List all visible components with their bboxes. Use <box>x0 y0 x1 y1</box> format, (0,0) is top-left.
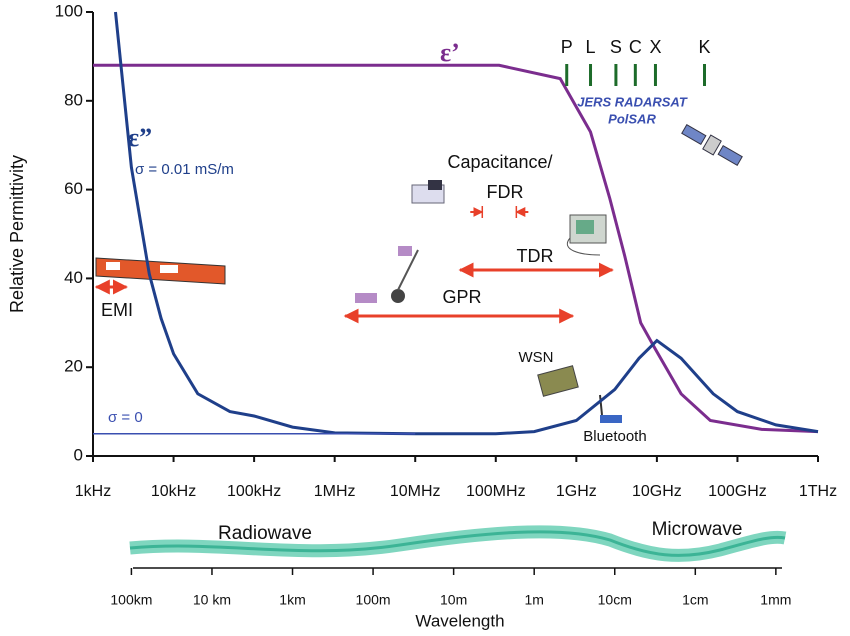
y-tick-label: 0 <box>74 445 83 464</box>
bluetooth-icon <box>599 394 622 423</box>
wavelength-tick-label: 10m <box>440 592 467 608</box>
capacitance-label: Capacitance/ <box>447 152 552 172</box>
band-label: L <box>586 37 596 57</box>
band-label: P <box>561 37 573 57</box>
wsn-icon <box>537 365 579 397</box>
satellite-icon <box>681 123 743 167</box>
series-label: σ = 0 <box>108 409 143 426</box>
range-label: FDR <box>487 182 524 202</box>
band-label: K <box>698 37 710 57</box>
series-label: ε’ <box>440 38 460 67</box>
device-label: WSN <box>519 349 554 366</box>
spectrum-label: Microwave <box>652 519 743 540</box>
fdr-icon <box>411 180 445 204</box>
y-tick-label: 60 <box>64 179 83 198</box>
tdr-icon <box>567 214 607 256</box>
x-tick-label: 100MHz <box>466 483 526 500</box>
wavelength-tick-label: 1mm <box>760 592 791 608</box>
wavelength-tick-label: 100m <box>356 592 391 608</box>
x-tick-label: 1GHz <box>556 483 597 500</box>
wavelength-tick-label: 1km <box>279 592 305 608</box>
wavelength-title: Wavelength <box>415 611 504 630</box>
x-tick-label: 1THz <box>799 483 837 500</box>
range-label: TDR <box>517 246 554 266</box>
y-axis-title: Relative Permittivity <box>7 155 27 313</box>
wavelength-tick-label: 1m <box>524 592 543 608</box>
wavelength-tick-label: 100km <box>110 592 152 608</box>
y-tick-label: 80 <box>64 90 83 109</box>
gpr-icon <box>355 246 419 303</box>
band-label: C <box>629 37 642 57</box>
x-tick-label: 10MHz <box>390 483 441 500</box>
band-label: X <box>649 37 661 57</box>
y-tick-label: 40 <box>64 268 83 287</box>
x-tick-label: 10kHz <box>151 483 196 500</box>
x-tick-label: 100GHz <box>708 483 767 500</box>
satellite-label: PolSAR <box>608 111 656 126</box>
spectrum-band-core <box>129 530 786 557</box>
sigma-label: σ = 0.01 mS/m <box>135 161 234 178</box>
x-tick-label: 100kHz <box>227 483 281 500</box>
x-tick-label: 1kHz <box>75 483 111 500</box>
series-label: ε” <box>128 123 152 152</box>
band-label: S <box>610 37 622 57</box>
emi-icon <box>95 257 226 285</box>
y-tick-label: 100 <box>55 1 83 20</box>
series-line <box>93 63 819 434</box>
y-tick-label: 20 <box>64 357 83 376</box>
spectrum-label: Radiowave <box>218 523 312 544</box>
x-tick-label: 1MHz <box>314 483 356 500</box>
x-tick-label: 10GHz <box>632 483 682 500</box>
range-label: GPR <box>442 287 481 307</box>
wavelength-tick-label: 10 km <box>193 592 231 608</box>
range-label: EMI <box>101 300 133 320</box>
wavelength-tick-label: 1cm <box>682 592 708 608</box>
satellite-label: JERS RADARSAT <box>577 94 688 109</box>
device-label: Bluetooth <box>583 428 646 445</box>
series-line <box>114 11 819 436</box>
wavelength-tick-label: 10cm <box>598 592 632 608</box>
